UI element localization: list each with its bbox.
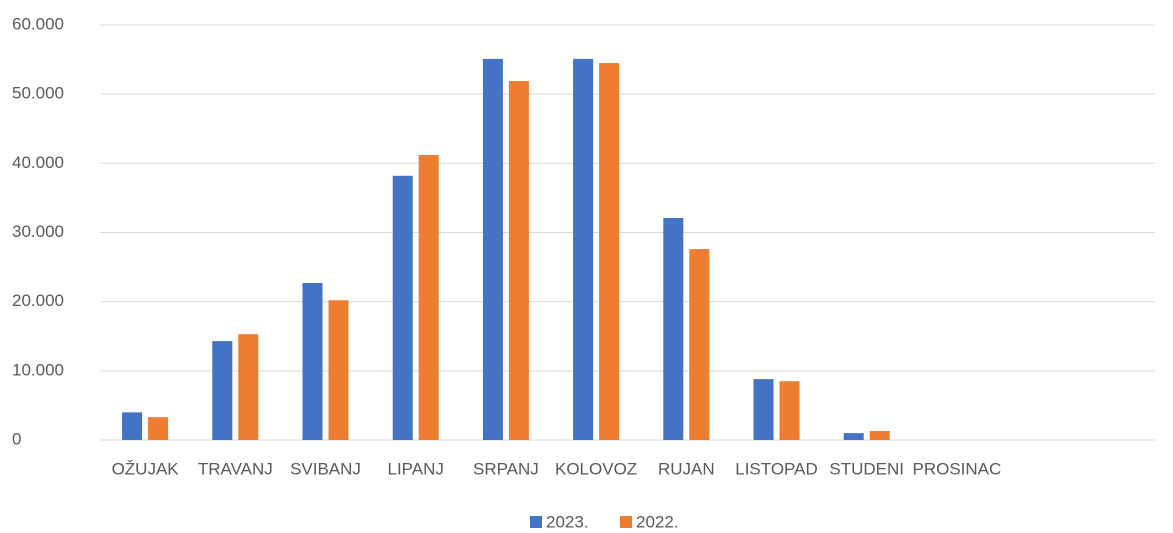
y-tick-label: 60.000 bbox=[12, 14, 64, 33]
bar bbox=[573, 58, 594, 441]
bar bbox=[869, 431, 890, 440]
x-tick-label: OŽUJAK bbox=[112, 459, 180, 478]
bar bbox=[392, 175, 413, 441]
legend-label: 2022. bbox=[636, 512, 679, 531]
y-tick-label: 30.000 bbox=[12, 222, 64, 241]
bar bbox=[418, 155, 439, 441]
x-tick-label: RUJAN bbox=[658, 459, 715, 478]
legend-label: 2023. bbox=[546, 512, 589, 531]
y-tick-label: 20.000 bbox=[12, 291, 64, 310]
x-tick-label: KOLOVOZ bbox=[555, 459, 637, 478]
bar bbox=[212, 341, 233, 440]
bar bbox=[779, 381, 800, 440]
bar bbox=[843, 433, 864, 440]
legend-swatch bbox=[530, 516, 542, 528]
bar bbox=[753, 379, 774, 440]
bar bbox=[482, 58, 503, 441]
bar bbox=[122, 412, 143, 440]
bar bbox=[328, 300, 349, 440]
bar bbox=[302, 282, 323, 440]
bar bbox=[148, 417, 169, 440]
x-tick-label: SVIBANJ bbox=[290, 459, 361, 478]
y-tick-label: 50.000 bbox=[12, 84, 64, 103]
x-tick-label: LIPANJ bbox=[388, 459, 444, 478]
bar bbox=[599, 63, 620, 441]
x-tick-label: PROSINAC bbox=[913, 459, 1002, 478]
bar bbox=[689, 249, 710, 440]
y-tick-label: 40.000 bbox=[12, 153, 64, 172]
x-tick-label: LISTOPAD bbox=[735, 459, 818, 478]
y-tick-label: 10.000 bbox=[12, 360, 64, 379]
bar bbox=[663, 217, 684, 440]
y-tick-label: 0 bbox=[12, 429, 21, 448]
x-tick-label: TRAVANJ bbox=[198, 459, 273, 478]
bar bbox=[238, 334, 259, 440]
x-tick-label: SRPANJ bbox=[473, 459, 539, 478]
bar bbox=[508, 81, 529, 441]
legend-swatch bbox=[620, 516, 632, 528]
x-tick-label: STUDENI bbox=[829, 459, 904, 478]
